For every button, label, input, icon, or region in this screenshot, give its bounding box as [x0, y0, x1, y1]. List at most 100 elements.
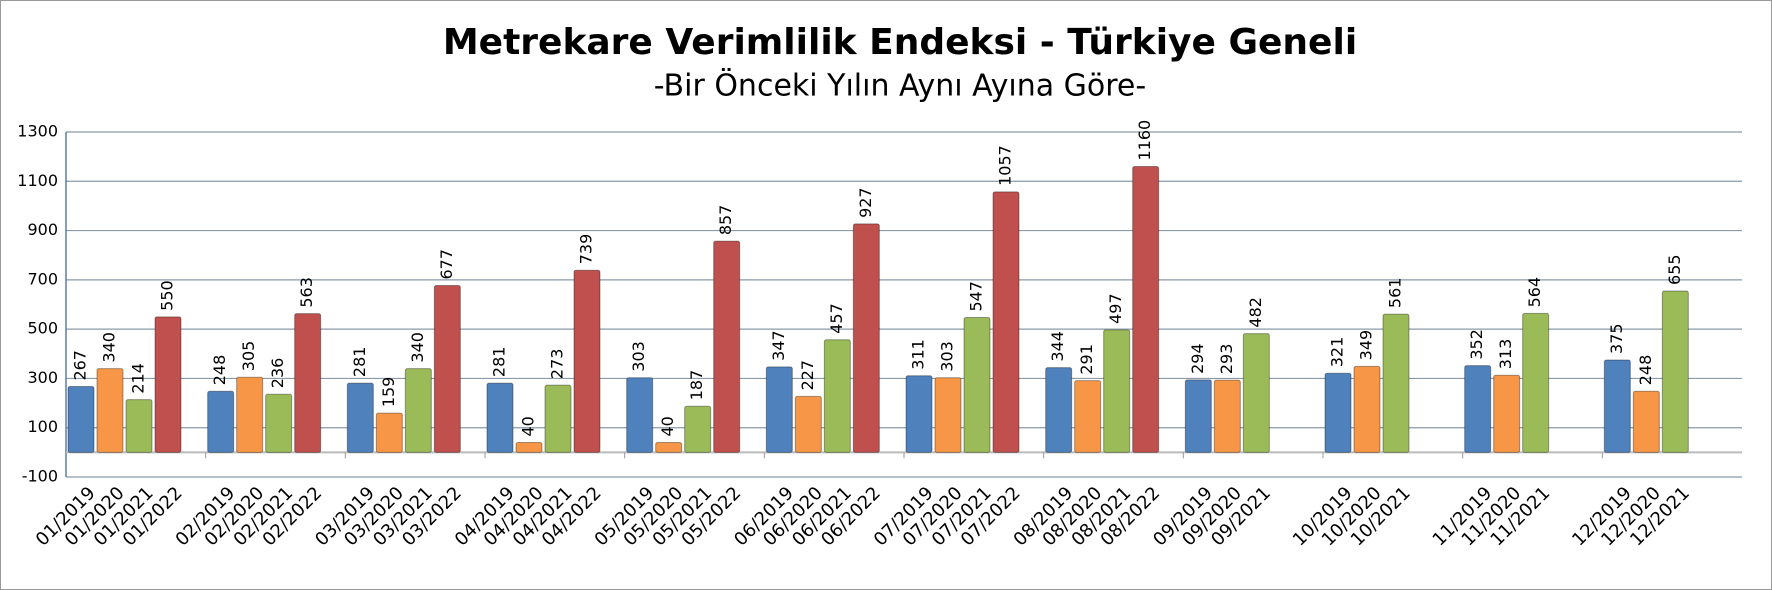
bar [905, 375, 933, 453]
bar [236, 376, 264, 453]
bar [1324, 372, 1352, 453]
y-tick-label: 500 [27, 319, 58, 338]
data-label: 273 [548, 349, 567, 380]
data-label: 550 [158, 280, 177, 311]
data-label: 1057 [996, 145, 1015, 186]
y-tick-label: 1300 [17, 122, 58, 141]
bar [1493, 374, 1521, 453]
y-tick-label: 700 [27, 269, 58, 288]
bar [154, 316, 182, 453]
data-label: 561 [1386, 278, 1405, 309]
data-label: 291 [1077, 344, 1096, 375]
bar [486, 382, 514, 453]
bar [794, 395, 822, 453]
chart-title: Metrekare Verimlilik Endeksi - Türkiye G… [443, 22, 1357, 63]
data-label: 677 [437, 249, 456, 280]
bar [684, 405, 712, 453]
bar [765, 366, 793, 453]
y-tick-label: -100 [22, 467, 58, 486]
y-tick-label: 1100 [17, 171, 58, 190]
data-label: 352 [1467, 329, 1486, 360]
bar [433, 285, 461, 453]
data-label: 248 [210, 355, 229, 386]
bar [992, 191, 1020, 453]
bar [1603, 359, 1631, 453]
data-label: 344 [1048, 331, 1067, 362]
data-label: 655 [1665, 254, 1684, 285]
data-label: 227 [798, 360, 817, 391]
data-label: 482 [1246, 297, 1265, 328]
bar [375, 412, 403, 453]
data-label: 375 [1607, 323, 1626, 354]
data-label: 294 [1188, 343, 1207, 374]
bar [1464, 365, 1492, 453]
bar [1242, 333, 1270, 453]
data-label: 497 [1106, 293, 1125, 324]
data-label: 281 [350, 347, 369, 378]
data-label: 347 [769, 330, 788, 361]
bar [265, 393, 293, 453]
bar [404, 368, 432, 453]
data-label: 321 [1328, 337, 1347, 368]
bar [294, 313, 322, 453]
data-label: 40 [519, 416, 538, 436]
data-label: 214 [129, 363, 148, 394]
bar [515, 442, 543, 453]
y-tick-label: 300 [27, 368, 58, 387]
data-label: 293 [1217, 344, 1236, 375]
data-label: 187 [687, 370, 706, 401]
data-label: 340 [100, 332, 119, 363]
chart-subtitle: -Bir Önceki Yılın Aynı Ayına Göre- [654, 68, 1146, 104]
bar [96, 368, 124, 453]
bar [125, 399, 153, 453]
bar [1103, 329, 1131, 453]
data-label: 303 [629, 341, 648, 372]
bar [713, 240, 741, 453]
y-tick-label: 900 [27, 220, 58, 239]
bar [823, 339, 851, 453]
bar [655, 442, 683, 453]
bar [1184, 379, 1212, 453]
data-label: 248 [1636, 355, 1655, 386]
bar [963, 317, 991, 453]
bar [1661, 290, 1689, 453]
bar [852, 223, 880, 453]
bar [346, 382, 374, 453]
bar [1353, 365, 1381, 453]
data-label: 857 [716, 205, 735, 236]
bar [544, 384, 572, 453]
data-label: 1160 [1135, 120, 1154, 161]
data-label: 236 [268, 358, 287, 389]
data-label: 927 [856, 187, 875, 218]
data-label: 547 [967, 281, 986, 312]
bar [573, 269, 601, 453]
bar [1522, 312, 1550, 453]
bar [1213, 379, 1241, 453]
data-label: 40 [658, 416, 677, 436]
data-label: 303 [938, 341, 957, 372]
bar [1632, 390, 1660, 453]
data-label: 349 [1357, 330, 1376, 361]
bar [67, 386, 95, 453]
bar [1382, 313, 1410, 453]
data-label: 340 [408, 332, 427, 363]
data-label: 305 [239, 341, 258, 372]
bar [1045, 367, 1073, 453]
data-label: 564 [1525, 277, 1544, 308]
data-label: 313 [1496, 339, 1515, 370]
data-label: 739 [577, 234, 596, 265]
bar [934, 377, 962, 453]
bar [1132, 166, 1160, 453]
bar [1074, 380, 1102, 453]
data-label: 457 [827, 303, 846, 334]
data-label: 159 [379, 377, 398, 408]
bar [626, 377, 654, 453]
data-label: 311 [909, 339, 928, 370]
y-tick-label: 100 [27, 417, 58, 436]
data-label: 281 [490, 347, 509, 378]
bar [207, 390, 235, 453]
data-label: 267 [71, 350, 90, 381]
data-label: 563 [297, 277, 316, 308]
